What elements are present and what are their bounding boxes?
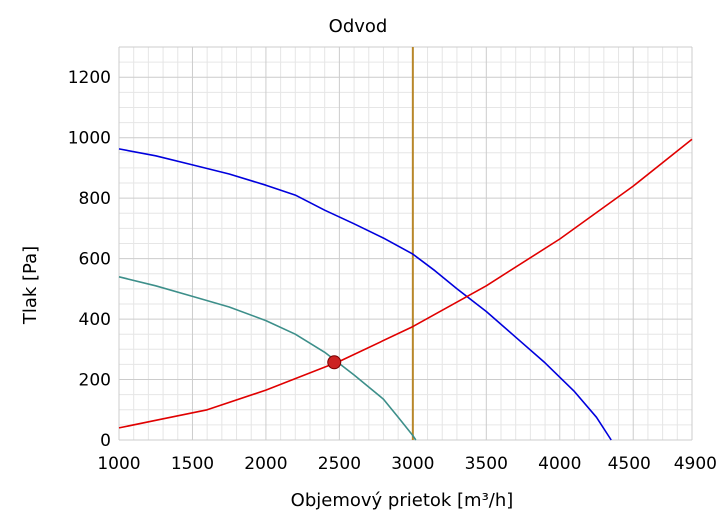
y-axis-ticks: 0 200 400 600 800 1000 1200: [68, 68, 111, 451]
curve-fan-max: [118, 148, 612, 441]
x-tick-label: 4900: [674, 454, 717, 474]
x-axis-ticks: 1000 1500 2000 2500 3000 3500 4000 4500 4900: [97, 454, 717, 474]
curve-fan-low: [118, 276, 417, 441]
y-tick-label: 0: [100, 431, 111, 451]
y-tick-label: 800: [79, 189, 111, 209]
x-tick-label: 4500: [608, 454, 651, 474]
y-tick-label: 1200: [68, 68, 111, 88]
plot-frame: [119, 46, 693, 440]
operating-point-marker: [327, 355, 342, 370]
x-tick-label: 4000: [538, 454, 581, 474]
minor-grid: [119, 47, 692, 440]
x-tick-label: 1000: [97, 454, 140, 474]
y-axis-label: Tlak [Pa]: [20, 246, 41, 325]
x-axis-label: Objemový prietok [m³/h]: [291, 490, 514, 511]
y-tick-label: 200: [79, 371, 111, 391]
x-tick-label: 2000: [244, 454, 287, 474]
x-tick-label: 3500: [465, 454, 508, 474]
marker-layer: [327, 355, 342, 370]
x-tick-label: 3000: [391, 454, 434, 474]
series-layer: [118, 47, 693, 441]
y-tick-label: 400: [79, 310, 111, 330]
y-tick-label: 600: [79, 250, 111, 270]
major-grid: [118, 47, 693, 441]
y-tick-label: 1000: [68, 129, 111, 149]
curve-system: [118, 138, 693, 429]
x-tick-label: 2500: [318, 454, 361, 474]
chart-title: Odvod: [329, 16, 388, 37]
x-tick-label: 1500: [171, 454, 214, 474]
